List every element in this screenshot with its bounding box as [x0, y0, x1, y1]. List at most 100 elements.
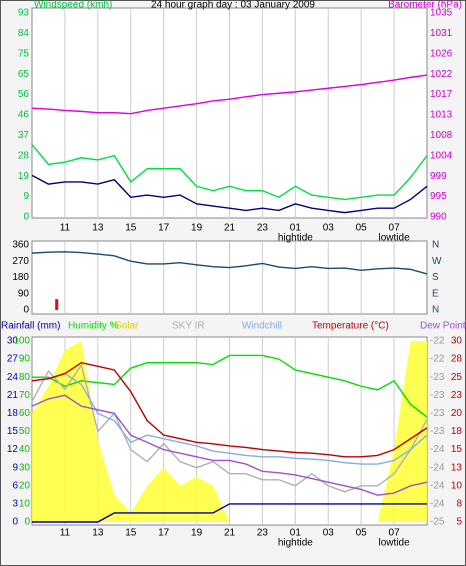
y3-tick-label: -24 — [430, 462, 445, 473]
y-tick-label: 19 — [18, 171, 30, 182]
y3-tick-label: -23 — [430, 408, 445, 419]
y2-tick-label: 30 — [19, 462, 31, 473]
x-tick-label: 01 — [290, 223, 302, 234]
x-tick-label: 13 — [92, 528, 104, 539]
y2-tick-label: 50 — [19, 426, 31, 437]
y4-tick-label: 5 — [456, 517, 462, 528]
y3-tick-label: -22 — [430, 336, 445, 347]
y3-tick-label: -23 — [430, 390, 445, 401]
y2-tick-label: 995 — [430, 191, 447, 202]
y-tick-label: 27 — [7, 354, 19, 365]
y2-tick-label: 1017 — [430, 89, 453, 100]
y-tick-label: 0 — [12, 517, 18, 528]
y-tick-label: 46 — [18, 110, 30, 121]
y2-tick-label: 100 — [13, 336, 30, 347]
x-tick-label: 17 — [158, 223, 170, 234]
y4-tick-label: 8 — [456, 499, 462, 510]
x-tick-label: 23 — [257, 528, 269, 539]
series-line — [32, 503, 427, 523]
x-tick-label: 03 — [323, 528, 335, 539]
y2-tick-label: 1031 — [430, 28, 453, 39]
y2-tick-label: 70 — [19, 390, 31, 401]
y2-tick-label: N — [432, 305, 439, 316]
x-tick-label: 07 — [389, 528, 401, 539]
y-tick-label: 360 — [12, 240, 29, 251]
y2-tick-label: 10 — [19, 499, 31, 510]
y-tick-label: 24 — [7, 372, 19, 383]
legend-entry: Rainfall (mm) — [1, 321, 60, 332]
legend-entry: Windchill — [242, 321, 282, 332]
y4-tick-label: 15 — [451, 444, 463, 455]
series-line — [31, 361, 428, 458]
y-tick-label: 6 — [12, 480, 18, 491]
y-tick-label: 9 — [23, 191, 29, 202]
x-tick-label: 03 — [323, 223, 335, 234]
y3-tick-label: -23 — [430, 372, 445, 383]
y4-tick-label: 25 — [451, 372, 463, 383]
x-tick-label: 19 — [191, 528, 203, 539]
y2-tick-label: 60 — [19, 408, 31, 419]
y2-tick-label: 1008 — [430, 130, 453, 141]
y4-tick-label: 10 — [451, 480, 463, 491]
y-tick-label: 12 — [7, 444, 19, 455]
series-line — [31, 251, 428, 275]
y-tick-label: 84 — [18, 28, 30, 39]
y2-tick-label: 40 — [19, 444, 31, 455]
y4-tick-label: 23 — [451, 390, 463, 401]
legend-entry: Dew Point — [420, 321, 466, 332]
legend-entry: SKY IR — [172, 321, 205, 332]
x-tick-label: 21 — [224, 223, 236, 234]
x-tick-label: 15 — [125, 528, 137, 539]
y-tick-label: 37 — [18, 130, 30, 141]
x-tick-label: 07 — [389, 223, 401, 234]
x-tick-label: 13 — [92, 223, 104, 234]
y3-tick-label: -24 — [430, 480, 445, 491]
y-tick-label: 75 — [18, 48, 30, 59]
y2-axis-label: Barometer (hPa) — [388, 0, 462, 11]
y-tick-label: 18 — [7, 408, 19, 419]
chart-title: 24 hour graph day : 03 January 2009 — [151, 0, 315, 11]
x-tick-label: 05 — [356, 528, 368, 539]
y2-tick-label: 1035 — [430, 8, 453, 19]
y-tick-label: 93 — [18, 8, 30, 19]
series-line — [31, 174, 428, 214]
x-tick-label: 11 — [60, 223, 71, 234]
y-tick-label: 56 — [18, 89, 30, 100]
y2-tick-label: 1004 — [430, 150, 453, 161]
y-tick-label: 65 — [18, 69, 30, 80]
y2-tick-label: 90 — [19, 354, 31, 365]
y2-tick-label: 990 — [430, 212, 447, 223]
y2-tick-label: 20 — [19, 480, 31, 491]
y4-tick-label: 18 — [451, 426, 463, 437]
y2-tick-label: W — [432, 256, 442, 267]
tide-label: lowtide — [379, 538, 411, 549]
y3-tick-label: -25 — [430, 517, 445, 528]
y4-tick-label: 13 — [451, 462, 463, 473]
legend-entry: Humidity % — [68, 321, 119, 332]
tide-label: hightide — [278, 233, 313, 244]
y3-tick-label: -24 — [430, 444, 445, 455]
y2-tick-label: 1026 — [430, 48, 453, 59]
legend-entry: Temperature (°C) — [312, 321, 389, 332]
y2-tick-label: 80 — [19, 372, 31, 383]
y2-tick-label: 1013 — [430, 110, 453, 121]
series-line — [31, 372, 428, 465]
x-tick-label: 17 — [158, 528, 170, 539]
y4-tick-label: 30 — [451, 336, 463, 347]
y-tick-label: 180 — [12, 272, 29, 283]
x-tick-label: 19 — [191, 223, 203, 234]
y2-tick-label: N — [432, 240, 439, 251]
y-tick-label: 15 — [7, 426, 19, 437]
y-tick-label: 0 — [23, 212, 29, 223]
y-tick-label: 21 — [7, 390, 19, 401]
series-line — [31, 144, 428, 201]
y3-tick-label: -23 — [430, 426, 445, 437]
y2-tick-label: 1022 — [430, 69, 453, 80]
series-line — [31, 74, 428, 115]
series-line — [32, 354, 428, 418]
x-tick-label: 11 — [60, 528, 71, 539]
tide-label: hightide — [278, 538, 313, 549]
x-tick-label: 21 — [224, 528, 236, 539]
x-tick-label: 15 — [125, 223, 137, 234]
x-tick-label: 05 — [356, 223, 368, 234]
